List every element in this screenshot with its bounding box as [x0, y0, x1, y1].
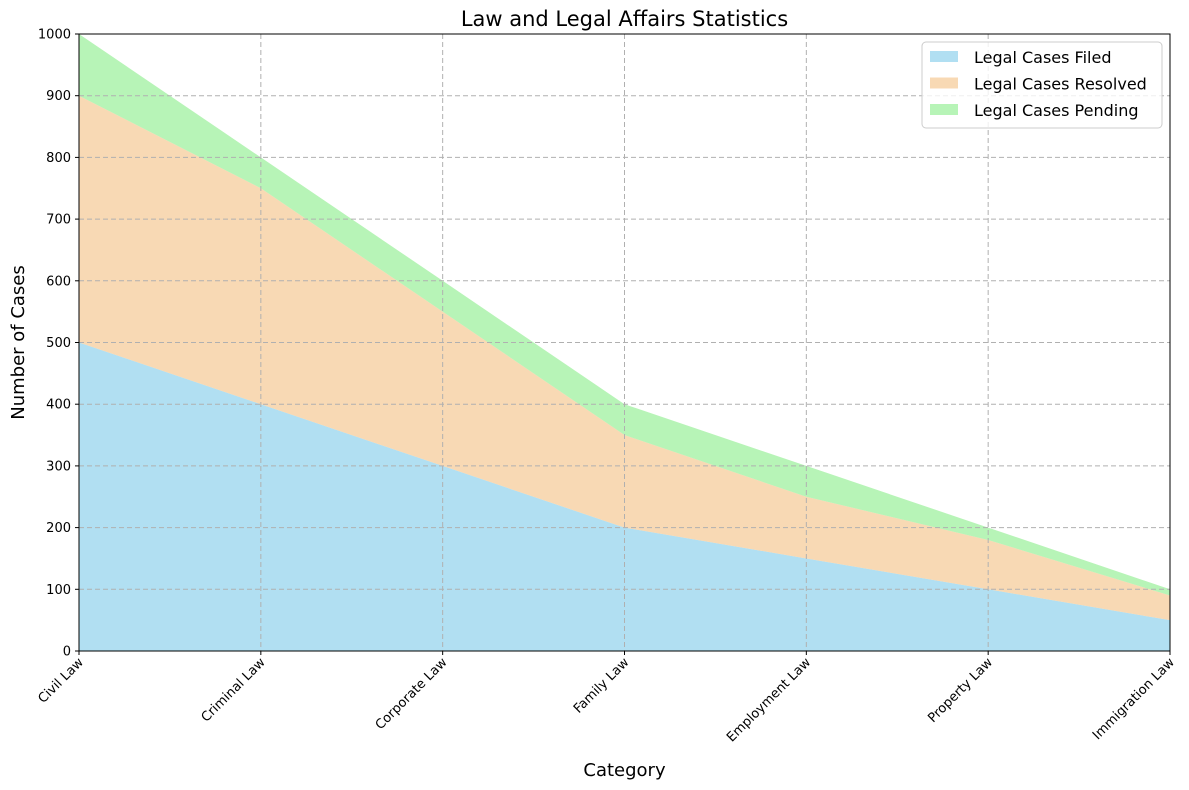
legend-swatch [930, 104, 958, 115]
y-tick-label: 300 [46, 459, 71, 474]
legend-box [921, 41, 1163, 129]
legend-label: Legal Cases Resolved [974, 75, 1147, 94]
legend-swatch [930, 77, 958, 89]
legend-label: Legal Cases Pending [974, 101, 1139, 120]
y-tick-label: 200 [46, 521, 71, 536]
chart-title: Law and Legal Affairs Statistics [461, 7, 788, 31]
y-tick-label: 0 [63, 645, 71, 660]
plot-frame [78, 33, 1171, 652]
x-axis-label: Category [583, 760, 666, 781]
y-tick-label: 700 [46, 213, 71, 228]
y-tick-label: 800 [46, 151, 71, 166]
y-axis-label: Number of Cases [8, 265, 29, 420]
y-tick-label: 600 [46, 274, 71, 289]
y-axis-ticks: 0 100 200 300 400 500 600 700 800 900 1000 [38, 28, 79, 660]
y-tick-label: 900 [46, 89, 71, 104]
y-tick-label: 500 [46, 336, 71, 351]
legend: Legal Cases Filed Legal Cases Resolved Leg… [921, 41, 1163, 129]
legend-label: Legal Cases Filed [974, 48, 1111, 67]
y-tick-label: 100 [46, 583, 71, 598]
y-tick-label: 400 [46, 398, 71, 413]
legend-swatch [930, 51, 958, 62]
y-tick-label: 1000 [38, 28, 71, 43]
